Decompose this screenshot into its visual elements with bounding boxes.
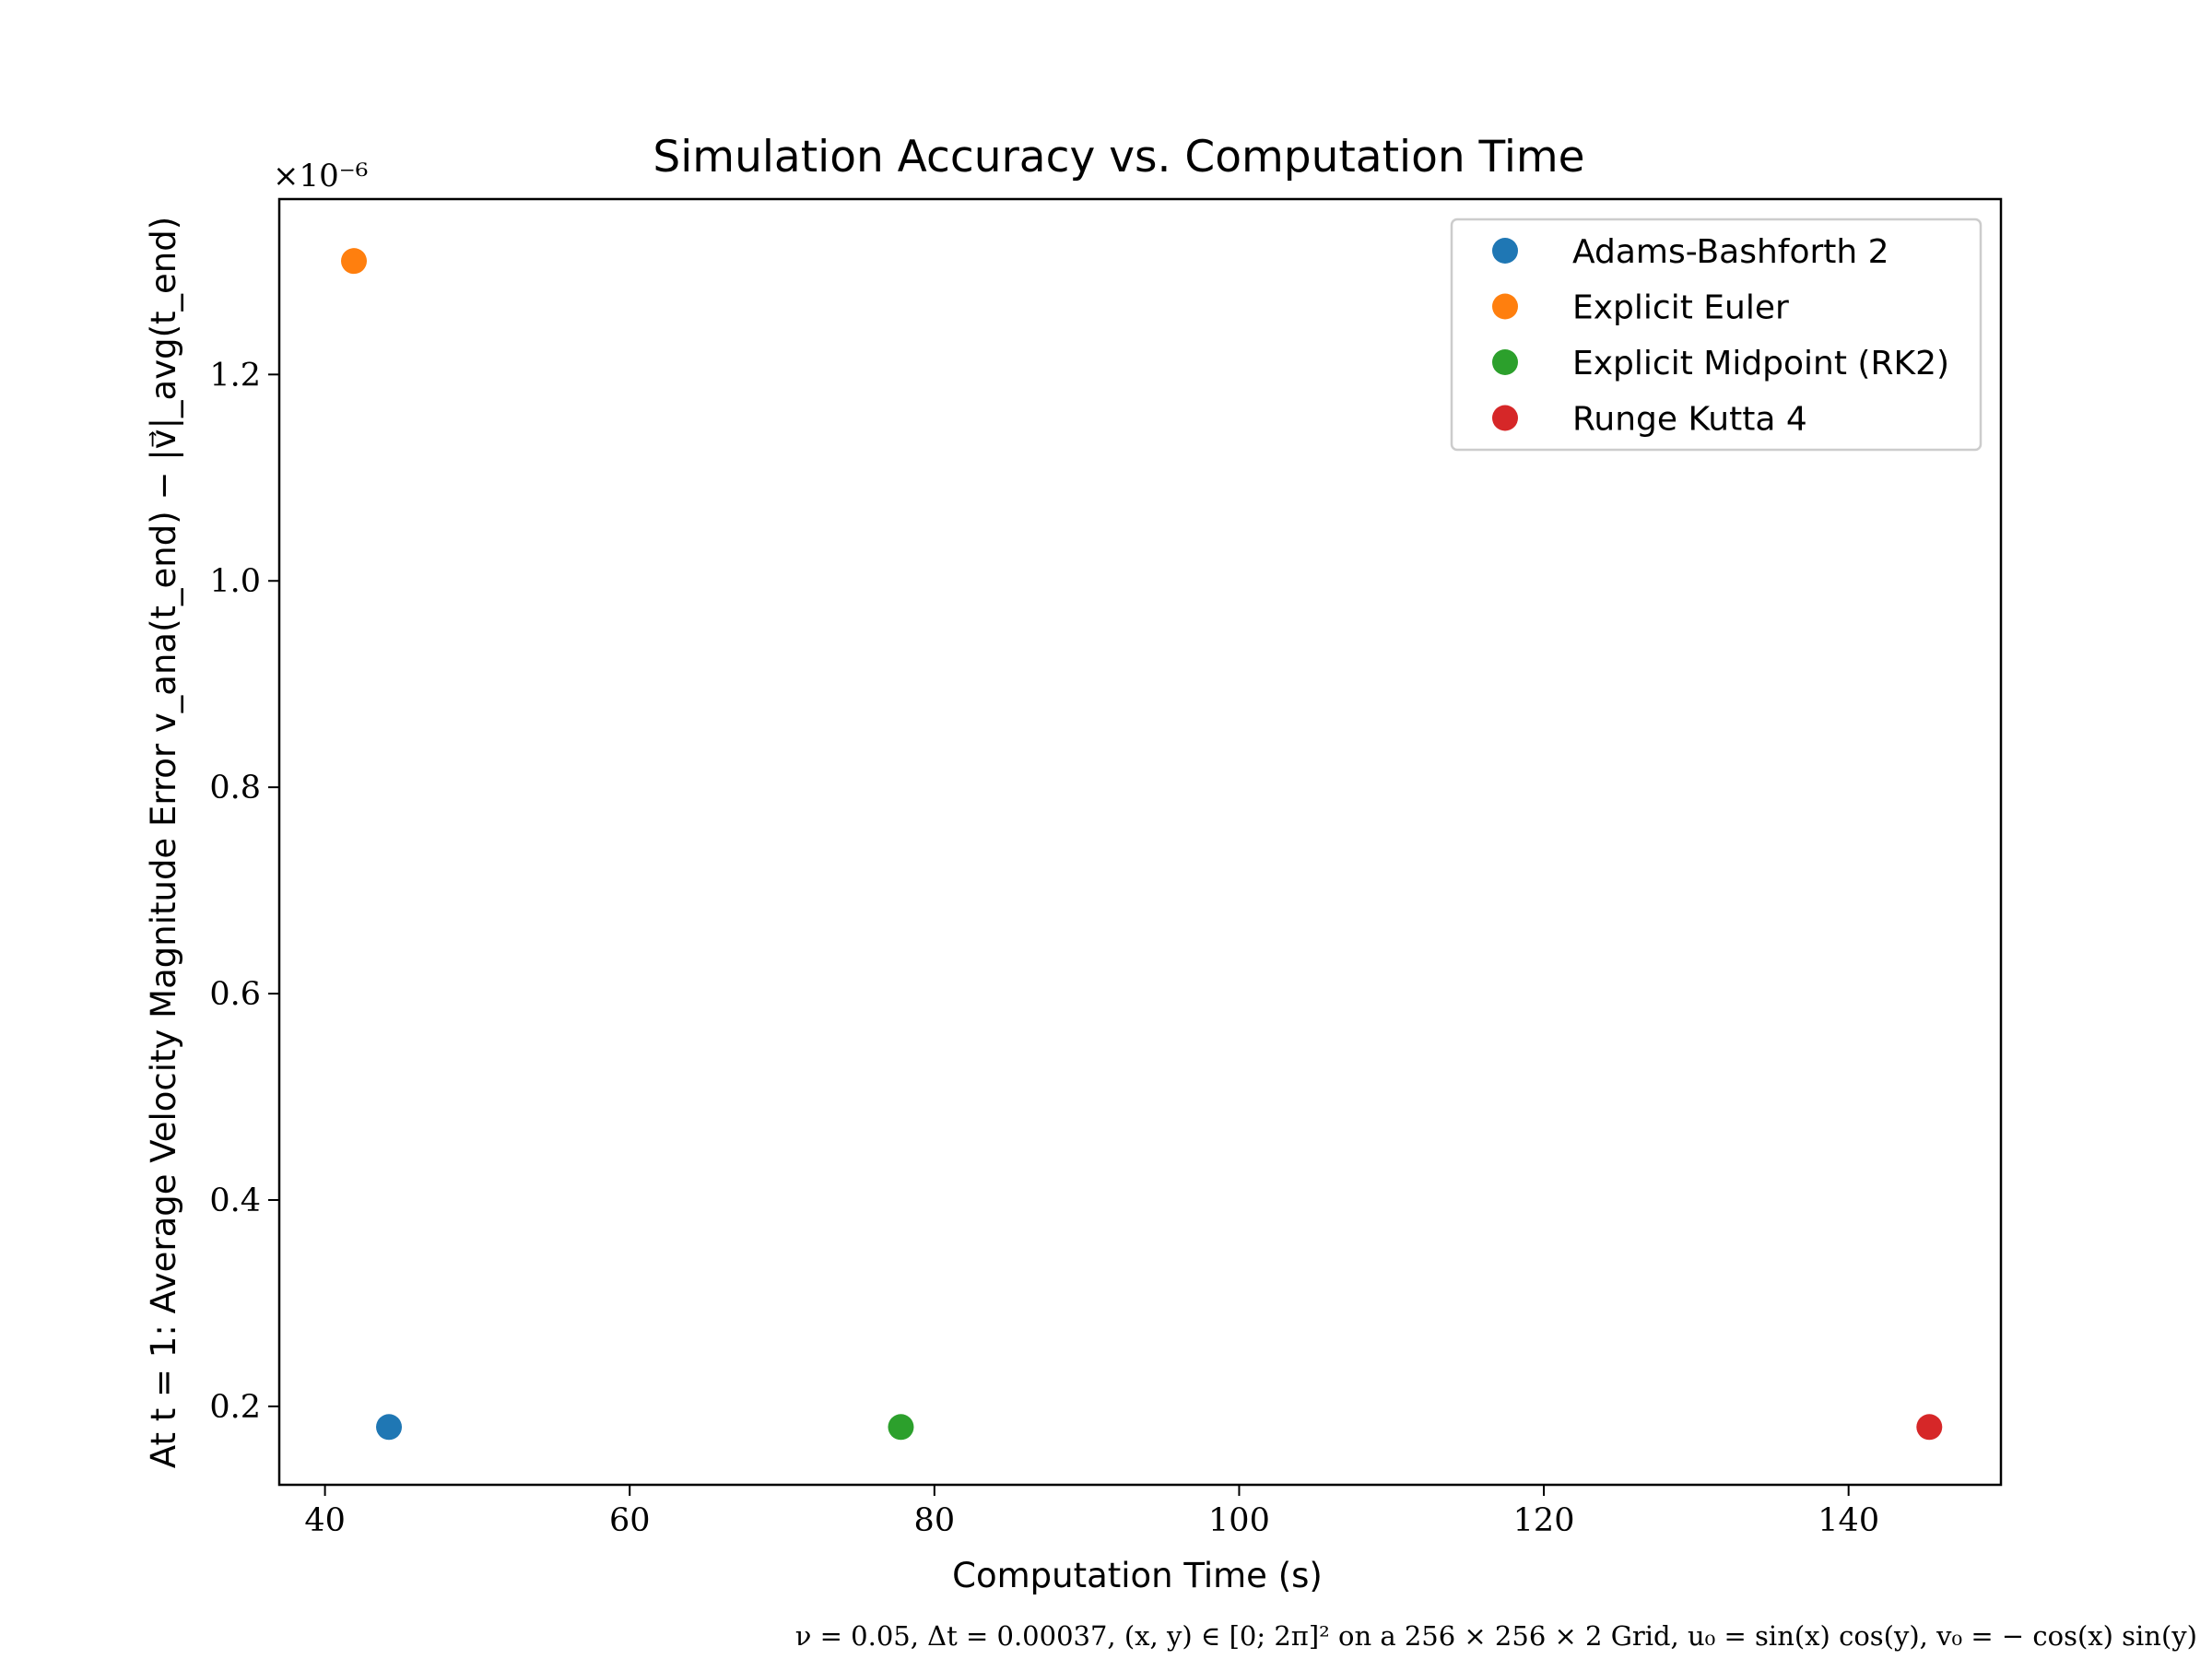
y-tick-label: 0.2 bbox=[209, 1389, 261, 1426]
legend-box bbox=[1450, 218, 1983, 452]
x-tick-label: 60 bbox=[609, 1502, 651, 1539]
x-tick-label: 140 bbox=[1818, 1502, 1879, 1539]
chart-title: Simulation Accuracy vs. Computation Time bbox=[653, 132, 1584, 182]
legend-label: Runge Kutta 4 bbox=[1572, 401, 1807, 439]
legend-marker bbox=[1492, 238, 1518, 264]
legend-marker bbox=[1492, 349, 1518, 375]
scatter-point bbox=[888, 1414, 914, 1441]
x-tick-label: 100 bbox=[1208, 1502, 1270, 1539]
scatter-points bbox=[341, 248, 1943, 1441]
legend-marker bbox=[1492, 405, 1518, 431]
y-axis-label: At t = 1: Average Velocity Magnitude Err… bbox=[144, 217, 183, 1468]
x-tick-label: 120 bbox=[1513, 1502, 1575, 1539]
plot-area bbox=[277, 197, 2003, 1487]
chart-footnote: ν = 0.05, Δt = 0.00037, (x, y) ∈ [0; 2π]… bbox=[794, 1620, 2197, 1652]
plot-frame bbox=[277, 197, 2003, 1487]
legend-label: Adams-Bashforth 2 bbox=[1572, 233, 1889, 271]
legend-label: Explicit Midpoint (RK2) bbox=[1572, 345, 1949, 382]
y-tick-label: 1.0 bbox=[209, 563, 261, 600]
y-tick-label: 0.8 bbox=[209, 770, 261, 806]
legend-marker bbox=[1492, 293, 1518, 320]
y-axis-ticks: 0.2 0.4 0.6 0.8 1.0 1.2 bbox=[209, 357, 279, 1426]
x-tick-label: 40 bbox=[304, 1502, 346, 1539]
y-tick-label: 1.2 bbox=[209, 357, 261, 394]
legend: Adams-Bashforth 2 Explicit Euler Explicit … bbox=[1450, 218, 1983, 452]
x-axis-ticks: 40 60 80 100 120 140 bbox=[304, 1485, 1879, 1539]
x-tick-label: 80 bbox=[914, 1502, 956, 1539]
scatter-point bbox=[1916, 1414, 1943, 1441]
scatter-point bbox=[376, 1414, 403, 1441]
scatter-point bbox=[341, 248, 368, 275]
y-tick-label: 0.4 bbox=[209, 1182, 261, 1219]
legend-label: Explicit Euler bbox=[1572, 289, 1789, 327]
y-tick-label: 0.6 bbox=[209, 976, 261, 1013]
x-axis-label: Computation Time (s) bbox=[952, 1556, 1323, 1595]
y-offset-label: ×10⁻⁶ bbox=[273, 158, 368, 194]
